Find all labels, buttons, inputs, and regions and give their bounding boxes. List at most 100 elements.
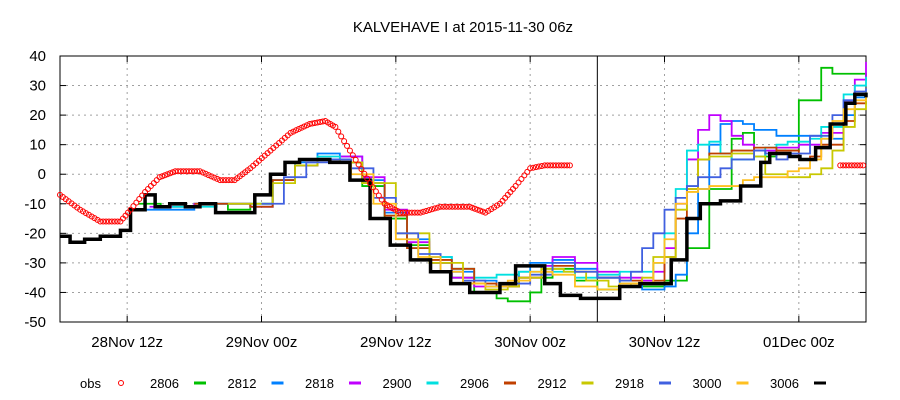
series-line-2906 — [194, 97, 867, 288]
obs-point — [466, 203, 473, 210]
obs-point — [452, 203, 459, 210]
y-tick-label: 0 — [38, 166, 46, 183]
series-layer — [57, 61, 868, 303]
obs-point — [437, 203, 444, 210]
axes: -50 -40 -30 -20 -10 0 10 20 30 40 28Nov 12z 29Nov 0… — [24, 48, 867, 351]
obs-point — [103, 218, 110, 225]
plot-frame — [59, 55, 867, 323]
obs-point — [854, 162, 861, 169]
obs-point — [130, 203, 137, 210]
obs-point — [446, 203, 453, 210]
obs-point — [349, 152, 356, 159]
obs-point — [335, 128, 342, 135]
obs-point — [156, 174, 163, 181]
obs-point — [550, 162, 557, 169]
obs-point — [479, 208, 486, 215]
obs-point — [449, 203, 456, 210]
obs-point — [364, 175, 371, 182]
obs-point — [208, 173, 215, 180]
y-tick-label: -50 — [24, 314, 46, 331]
obs-point — [217, 177, 224, 184]
obs-point — [105, 218, 112, 225]
obs-point — [547, 162, 554, 169]
legend-label-2812: 2812 — [228, 376, 257, 391]
legend-label-3000: 3000 — [693, 376, 722, 391]
obs-point — [211, 174, 218, 181]
legend-label-2906: 2906 — [460, 376, 489, 391]
obs-point — [555, 162, 562, 169]
obs-point — [194, 168, 201, 175]
obs-point — [219, 177, 226, 184]
obs-point — [352, 156, 359, 163]
obs-point — [463, 203, 470, 210]
obs-point — [530, 164, 537, 171]
series-line-2812 — [138, 91, 867, 291]
obs-point — [564, 162, 571, 169]
obs-point — [408, 209, 415, 216]
obs-point — [837, 162, 844, 169]
obs-point — [139, 192, 146, 199]
obs-point — [840, 162, 847, 169]
obs-point — [150, 180, 157, 187]
obs-point — [214, 175, 221, 182]
obs-point — [161, 172, 168, 179]
legend-marker-obs — [118, 380, 124, 386]
obs-point — [228, 177, 235, 184]
obs-point — [558, 162, 565, 169]
y-tick-label: -40 — [24, 284, 46, 301]
obs-point — [202, 170, 209, 177]
obs-point — [375, 192, 382, 199]
legend-label-2818: 2818 — [305, 376, 334, 391]
legend-label-2806: 2806 — [150, 376, 179, 391]
obs-point — [414, 209, 421, 216]
obs-point — [474, 206, 481, 213]
obs-point — [341, 138, 348, 145]
obs-point — [457, 203, 464, 210]
obs-point — [532, 164, 539, 171]
x-tick-label: 29Nov 12z — [360, 334, 432, 351]
obs-point — [144, 186, 151, 192]
obs-point — [443, 203, 450, 210]
obs-point — [133, 199, 140, 206]
obs-point — [566, 162, 573, 169]
obs-point — [367, 180, 374, 187]
obs-point — [434, 204, 441, 211]
obs-point — [440, 203, 447, 210]
obs-point — [167, 170, 174, 177]
obs-point — [518, 175, 525, 182]
obs-point — [222, 177, 229, 184]
y-tick-label: -10 — [24, 196, 46, 213]
obs-point — [521, 172, 528, 179]
series-line-3006 — [60, 92, 868, 301]
obs-point — [460, 203, 467, 210]
y-tick-label: 40 — [29, 48, 46, 65]
obs-point — [397, 209, 404, 216]
legend: obs 2806 2812 2818 2900 2906 2912 2918 3000 3006 — [80, 376, 826, 391]
series-line-2818 — [149, 61, 867, 288]
obs-point — [225, 177, 232, 184]
obs-point — [196, 168, 203, 175]
obs-point — [538, 162, 545, 169]
obs-point — [535, 163, 542, 170]
obs-point — [845, 162, 852, 169]
obs-point — [524, 168, 531, 175]
obs-point — [455, 203, 462, 210]
obs-point — [164, 171, 171, 178]
legend-label-3006: 3006 — [770, 376, 799, 391]
obs-point — [512, 183, 519, 190]
obs-point — [527, 165, 534, 172]
obs-point — [471, 205, 478, 212]
obs-point — [403, 209, 410, 216]
legend-label-2912: 2912 — [538, 376, 567, 391]
y-tick-label: -20 — [24, 225, 46, 242]
obs-point — [169, 169, 176, 176]
obs-point — [127, 206, 134, 213]
obs-point — [108, 218, 115, 225]
obs-point — [842, 162, 849, 169]
obs-point — [544, 162, 551, 169]
obs-point — [100, 218, 107, 225]
x-tick-label: 29Nov 00z — [226, 334, 298, 351]
obs-point — [346, 147, 353, 154]
obs-point — [552, 162, 559, 169]
